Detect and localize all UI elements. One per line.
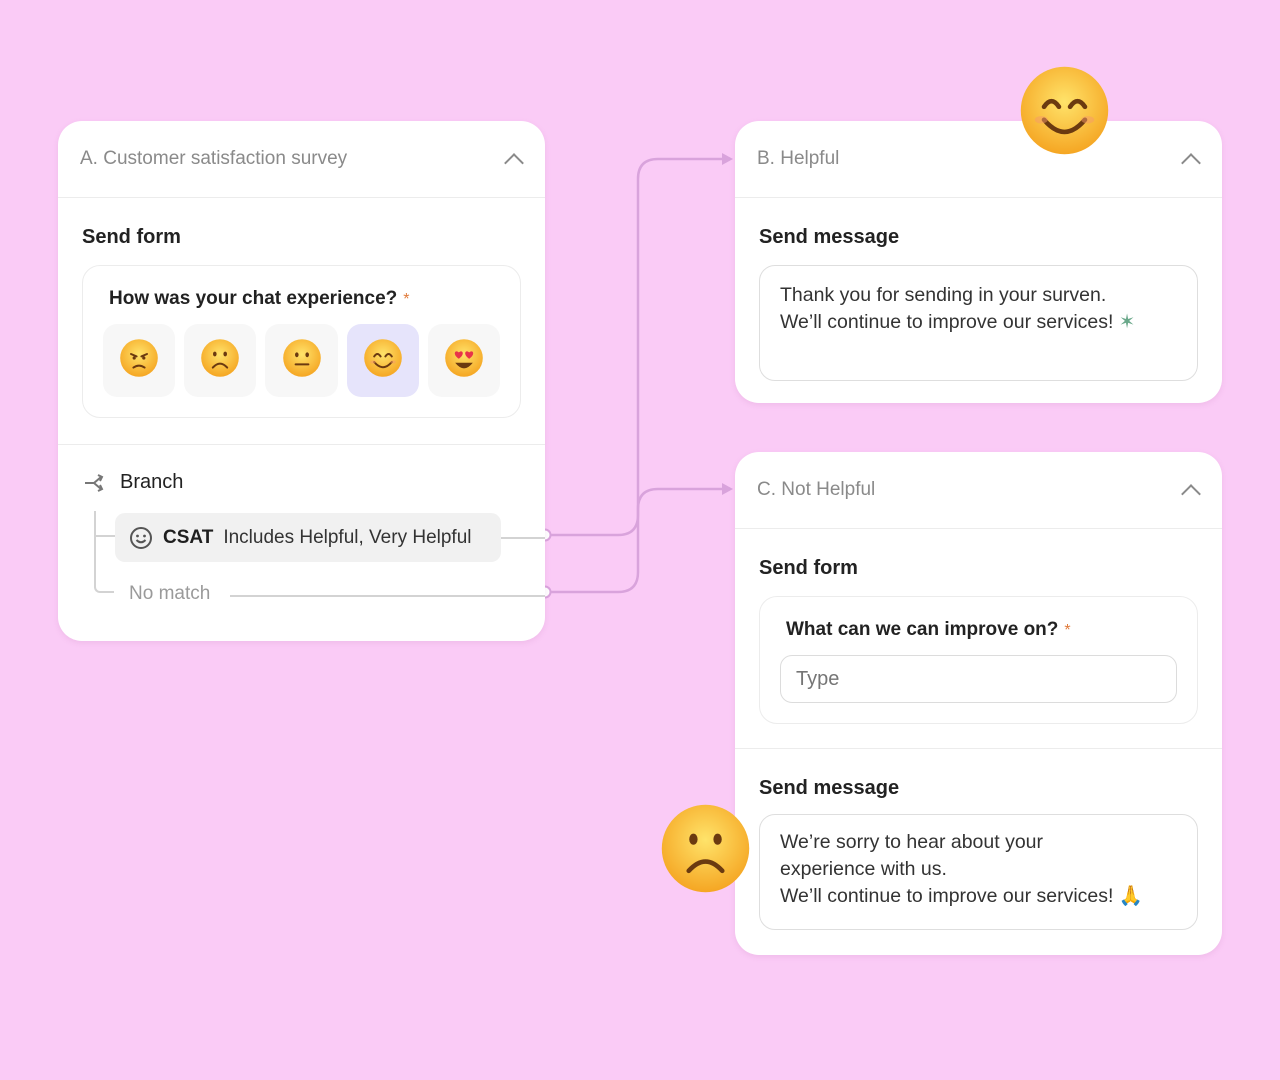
card-header[interactable]: C. Not Helpful [735, 452, 1222, 529]
fairy-icon: ✶ [1118, 311, 1136, 333]
arrow-icon [722, 153, 733, 165]
answer-input[interactable] [780, 655, 1177, 703]
chevron-up-icon[interactable] [1181, 153, 1201, 173]
section-title: Send message [759, 777, 900, 799]
branch-condition[interactable]: CSAT Includes Helpful, Very Helpful [115, 513, 501, 562]
connector-helpful [545, 157, 728, 537]
required-mark: * [403, 291, 410, 308]
question-label: How was your chat experience? [109, 288, 398, 309]
form-question: What can we can improve on? * [759, 596, 1198, 724]
neutral-face-icon [282, 338, 322, 383]
section-title: Send form [759, 557, 858, 579]
rating-option[interactable] [265, 324, 338, 397]
form-question: How was your chat experience? * [82, 265, 521, 418]
message-line: experience with us. [780, 858, 947, 880]
frowning-face-icon [659, 802, 752, 900]
message-line: We’ll continue to improve our services! [780, 885, 1114, 907]
rating-option[interactable] [346, 324, 419, 397]
message-box[interactable]: We’re sorry to hear about your experienc… [759, 814, 1198, 930]
arrow-icon [722, 483, 733, 495]
no-match-label: No match [129, 583, 211, 604]
message-line: We’ll continue to improve our services! [780, 311, 1114, 333]
message-line: Thank you for sending in your surven. [780, 284, 1107, 306]
question-label: What can we can improve on? [786, 619, 1059, 640]
branch-label: Branch [120, 471, 184, 493]
condition-text: Includes Helpful, Very Helpful [223, 526, 472, 548]
heart-eyes-face-icon [444, 338, 484, 383]
rating-option[interactable] [184, 324, 257, 397]
smiley-icon [130, 526, 152, 549]
condition-field: CSAT [163, 526, 214, 548]
branch-icon [85, 473, 104, 492]
card-helpful[interactable]: B. Helpful Send message Thank you for se… [735, 121, 1222, 403]
section-title: Send form [82, 226, 181, 248]
message-box[interactable]: Thank you for sending in your surven. We… [759, 265, 1198, 381]
chevron-up-icon[interactable] [1181, 484, 1201, 504]
card-header[interactable]: A. Customer satisfaction survey [58, 121, 545, 198]
message-line: We’re sorry to hear about your [780, 831, 1044, 853]
card-header[interactable]: B. Helpful [735, 121, 1222, 198]
smiling-face-icon [363, 338, 403, 383]
section-title: Send message [759, 226, 900, 248]
card-not-helpful[interactable]: C. Not Helpful Send form What can we can… [735, 452, 1222, 955]
chevron-up-icon[interactable] [504, 153, 524, 173]
connector-not-helpful [545, 487, 728, 594]
card-customer-satisfaction-survey[interactable]: A. Customer satisfaction survey Send for… [58, 121, 545, 641]
frowning-face-icon [200, 338, 240, 383]
angry-face-icon [119, 338, 159, 383]
rating-option[interactable] [427, 324, 501, 397]
branch-tree-line [94, 511, 114, 593]
card-title: C. Not Helpful [757, 479, 876, 500]
card-title: A. Customer satisfaction survey [80, 148, 348, 169]
rating-options [103, 324, 501, 397]
required-mark: * [1064, 622, 1071, 639]
card-title: B. Helpful [757, 148, 840, 169]
smiling-face-icon [1018, 64, 1111, 162]
folded-hands-icon: 🙏 [1118, 885, 1144, 907]
rating-option[interactable] [103, 324, 176, 397]
